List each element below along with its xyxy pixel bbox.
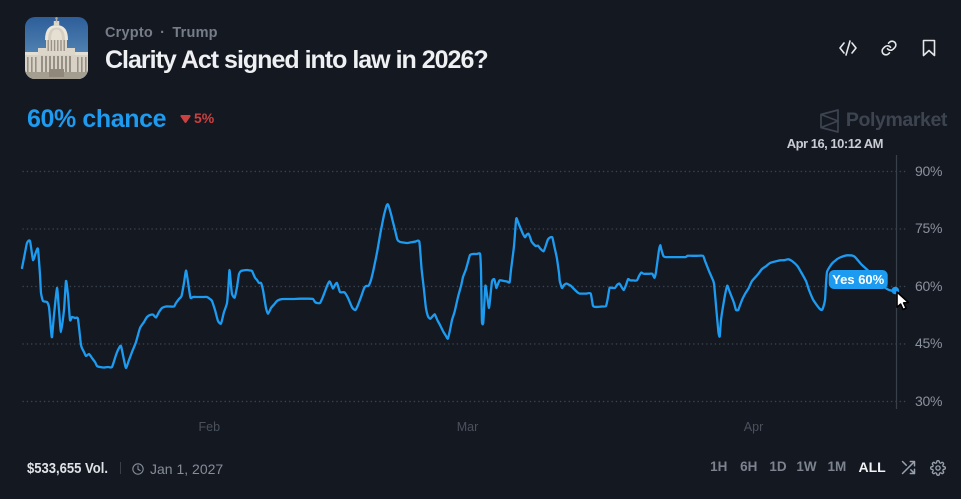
svg-text:Yes 60%: Yes 60%	[832, 272, 884, 287]
